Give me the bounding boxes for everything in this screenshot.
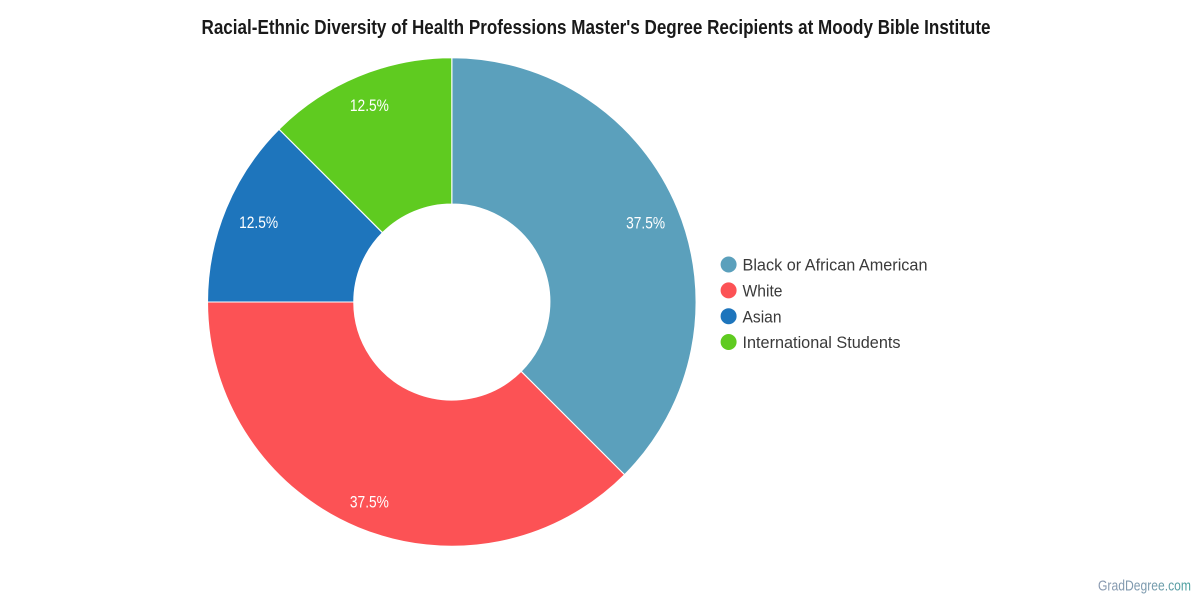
svg-text:12.5%: 12.5% [350,96,389,115]
svg-text:International Students: International Students [743,333,901,352]
svg-text:GradDegree.com: GradDegree.com [1098,578,1191,595]
svg-text:White: White [743,282,783,301]
svg-text:37.5%: 37.5% [350,493,389,512]
svg-text:Asian: Asian [743,307,782,326]
svg-text:37.5%: 37.5% [626,214,665,233]
svg-text:Black or African American: Black or African American [743,256,928,275]
svg-text:Racial-Ethnic Diversity of Hea: Racial-Ethnic Diversity of Health Profes… [202,17,991,39]
svg-text:12.5%: 12.5% [239,213,278,232]
